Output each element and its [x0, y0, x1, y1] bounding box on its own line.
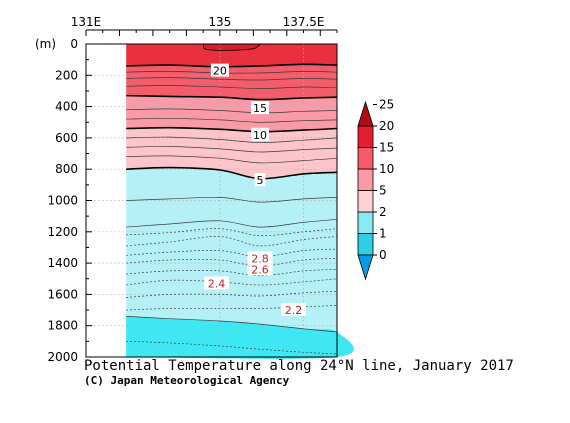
colorbar-tick-label: 1 [379, 227, 387, 241]
colorbar-segment [357, 125, 374, 148]
band-5-10 [126, 127, 337, 179]
contour-label-bg [254, 173, 266, 187]
thin-isotherm [126, 85, 338, 89]
y-tick-label: 0 [70, 37, 78, 51]
contour-label-bg [280, 303, 306, 317]
thin-isotherm [126, 218, 338, 228]
contour-label-bg [204, 276, 230, 290]
contour-label-bg [251, 127, 270, 141]
y-tick-label: 600 [55, 131, 78, 145]
colorbar-tick-label: 2 [379, 205, 387, 219]
chart-credit: (C) Japan Meteorological Agency [84, 374, 290, 387]
colorbar-tick-label: 10 [379, 162, 394, 176]
thin-isotherm [126, 290, 338, 298]
isotherm-20 [126, 63, 338, 68]
isotherm-2-6 [126, 258, 338, 267]
thin-isotherm [126, 228, 338, 237]
thin-isotherm [126, 71, 338, 74]
band-10-15 [126, 95, 337, 132]
contour-label: 2.6 [251, 263, 269, 276]
band-below-2 [126, 316, 354, 359]
isotherm-5 [126, 166, 338, 180]
colorbar-tick-label: 15 [379, 141, 394, 155]
y-tick-label: 1400 [47, 256, 78, 270]
colorbar-segment [357, 211, 374, 234]
isotherm-15 [126, 94, 338, 101]
band-15-20 [126, 64, 337, 100]
band-above-20 [126, 44, 337, 67]
thin-isotherm [126, 315, 338, 333]
core-above-25 [202, 43, 262, 51]
contour-label-bg [247, 262, 273, 276]
isotherm-2-2 [126, 305, 338, 311]
colorbar-arrow-top [357, 100, 374, 127]
thin-isotherm [126, 196, 338, 203]
contour-label: 2.4 [208, 277, 226, 290]
y-tick-label: 200 [55, 68, 78, 82]
colorbar-segment [357, 190, 374, 213]
axes-layer: 131E 135 137.5E 0 200 400 600 800 1000 1200 1400 16… [47, 15, 338, 364]
thin-isotherm [126, 155, 338, 164]
y-tick-label: 2000 [47, 350, 78, 364]
colorbar-tick-label: 5 [379, 184, 387, 198]
thin-isotherm [126, 117, 338, 123]
thin-isotherm [126, 108, 338, 114]
colorbar-segment [357, 147, 374, 170]
thin-isotherm [126, 340, 338, 355]
x-tick-label: 131E [71, 15, 102, 29]
thin-isotherm [126, 248, 338, 258]
contour-label: 2.2 [285, 304, 303, 317]
colorbar-segment [357, 168, 374, 191]
y-tick-label: 400 [55, 100, 78, 114]
y-tick-label: 1000 [47, 194, 78, 208]
y-tick-label: 1200 [47, 225, 78, 239]
x-tick-label: 135 [208, 15, 231, 29]
colorbar-tick-label: 25 [379, 98, 394, 112]
thin-isotherm [126, 136, 338, 143]
contour-label: 20 [213, 65, 227, 78]
depth-unit-label: (m) [35, 37, 56, 51]
contour-label: 15 [253, 102, 267, 115]
contour-label-bg [251, 101, 270, 115]
isotherm-10 [126, 126, 338, 133]
isotherm-layer [126, 63, 338, 355]
colorbar-tick-label: 20 [379, 119, 394, 133]
y-tick-label: 800 [55, 162, 78, 176]
y-tick-label: 1800 [47, 319, 78, 333]
colorbar-tick-label: 0 [379, 248, 387, 262]
thin-isotherm [126, 146, 338, 153]
contour-label-layer: 20 15 10 5 2.82.6 2.4 2.2 [204, 63, 306, 317]
colorbar-arrow-bottom [357, 254, 374, 281]
contour-label: 5 [257, 174, 264, 187]
thin-isotherm [126, 269, 338, 276]
contour-label-bg [210, 63, 229, 77]
temperature-fill-layer [126, 43, 354, 359]
colorbar-segment [357, 233, 374, 256]
chart-title: Potential Temperature along 24°N line, J… [84, 358, 514, 374]
contour-label: 10 [253, 129, 267, 142]
isotherm-2-4 [126, 278, 338, 286]
y-tick-label: 1600 [47, 287, 78, 301]
thin-isotherm [126, 77, 338, 81]
contour-label: 2.8 [251, 252, 269, 265]
x-tick-label: 137.5E [283, 15, 325, 29]
contour-label-bg [247, 251, 273, 265]
